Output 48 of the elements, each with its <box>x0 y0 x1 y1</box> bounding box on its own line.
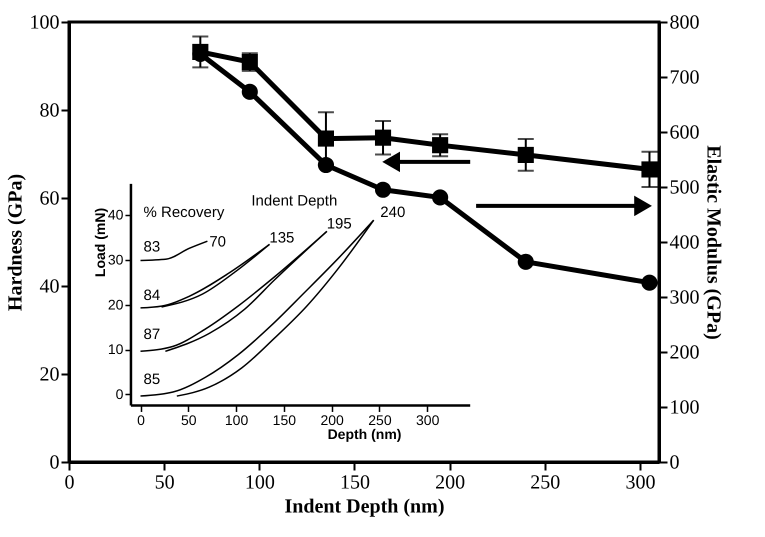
annotation: 195 <box>326 215 352 232</box>
annotation: % Recovery <box>144 204 225 222</box>
y2-tick-label: 200 <box>670 342 700 364</box>
x-tick-label: 50 <box>181 412 197 428</box>
y2-axis-title: Elastic Modulus (GPa) <box>702 145 724 340</box>
annotation: 135 <box>269 230 294 247</box>
annotation: Indent Depth <box>251 192 338 210</box>
y-tick-label: 40 <box>108 206 124 223</box>
y-tick-label: 100 <box>30 12 60 34</box>
x-tick-label: 300 <box>416 412 440 428</box>
y2-tick-label: 400 <box>670 232 700 254</box>
y2-tick-label: 600 <box>670 122 700 144</box>
annotation: 70 <box>209 233 226 250</box>
y-axis-title: Load (mN) <box>92 208 108 278</box>
annotation: 83 <box>144 238 160 256</box>
y-tick-label: 10 <box>108 341 124 358</box>
x-tick-label: 50 <box>154 472 175 494</box>
x-tick-label: 0 <box>137 412 146 428</box>
x-tick-label: 200 <box>320 412 344 428</box>
y-tick-label: 60 <box>40 188 60 210</box>
y-tick-label: 80 <box>40 100 60 122</box>
x-tick-label: 100 <box>244 472 275 494</box>
y2-tick-label: 300 <box>670 286 700 308</box>
x-tick-label: 100 <box>224 412 248 428</box>
annotation: 87 <box>144 326 160 343</box>
x-tick-label: 0 <box>64 472 74 494</box>
y2-tick-label: 800 <box>670 12 700 34</box>
x-tick-label: 150 <box>272 412 296 428</box>
y-tick-label: 20 <box>40 364 60 386</box>
x-axis-title: Indent Depth (nm) <box>284 496 445 518</box>
y2-tick-label: 500 <box>670 176 700 198</box>
x-tick-label: 200 <box>435 472 466 494</box>
y-tick-label: 40 <box>40 276 60 298</box>
y2-tick-label: 0 <box>670 452 680 474</box>
annotation: 84 <box>144 286 160 304</box>
annotation: 240 <box>380 204 406 222</box>
x-tick-label: 150 <box>340 472 370 494</box>
y-axis-title: Hardness (GPa) <box>4 174 26 312</box>
y-tick-label: 30 <box>108 252 124 268</box>
annotation: 85 <box>144 371 160 388</box>
x-tick-label: 250 <box>530 472 560 494</box>
x-tick-label: 300 <box>625 472 656 494</box>
x-axis-title: Depth (nm) <box>328 426 402 442</box>
x-tick-label: 250 <box>368 412 392 428</box>
y-tick-label: 0 <box>116 386 124 402</box>
y-tick-label: 0 <box>50 452 60 474</box>
y2-tick-label: 700 <box>670 66 700 88</box>
y-tick-label: 20 <box>108 296 124 312</box>
